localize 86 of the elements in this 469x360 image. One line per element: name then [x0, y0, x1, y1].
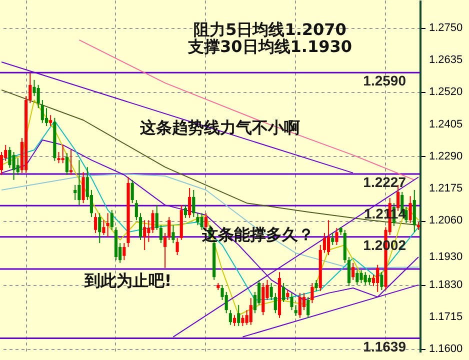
candlestick: [306, 296, 310, 318]
candlestick: [228, 310, 232, 326]
candlestick: [274, 292, 277, 314]
candlestick: [310, 282, 314, 304]
candlestick: [8, 146, 12, 168]
candlestick: [65, 152, 68, 176]
candlestick: [12, 151, 16, 180]
candlestick: [241, 314, 244, 327]
candlestick: [408, 196, 412, 224]
candlestick: [130, 179, 134, 204]
candlestick: [102, 220, 106, 236]
candlestick: [322, 232, 326, 254]
annotation: 到此为止吧!: [83, 271, 172, 290]
candlestick: [172, 224, 175, 244]
candlestick: [249, 298, 252, 326]
candlestick: [151, 210, 154, 234]
candlestick: [134, 200, 138, 221]
candlestick: [364, 272, 367, 286]
candlestick: [380, 272, 384, 290]
candlestick: [78, 160, 81, 206]
ref-line-label: 1.2227: [363, 174, 406, 190]
candlestick: [282, 282, 286, 302]
y-tick-label: 1.2175: [429, 182, 463, 195]
candlestick: [106, 212, 110, 238]
candlestick: [28, 72, 32, 104]
candlestick: [327, 220, 330, 256]
candlestick: [82, 172, 85, 204]
ref-line-label: 1.1639: [363, 338, 406, 354]
candlestick: [122, 242, 126, 261]
candlestick: [16, 158, 20, 176]
y-tick-label: 1.2060: [429, 214, 463, 227]
y-tick-label: 1.2520: [429, 86, 463, 98]
candlestick: [159, 224, 162, 244]
candlestick: [360, 270, 363, 284]
candlestick: [94, 212, 98, 234]
y-tick-label: 1.2750: [429, 22, 463, 34]
candlestick: [110, 210, 114, 230]
candlestick: [176, 238, 179, 256]
candlestick: [57, 151, 60, 164]
candlestick: [40, 100, 44, 124]
candlestick: [192, 189, 196, 218]
annotation: 阻力5日均线1.2070: [194, 20, 346, 39]
candlestick: [143, 220, 146, 251]
candlestick: [36, 84, 40, 109]
candlestick: [368, 274, 371, 286]
candlestick: [356, 270, 359, 286]
candlestick: [184, 204, 188, 218]
candlestick: [196, 212, 200, 226]
candlestick: [302, 292, 306, 311]
ref-line-label: 1.2590: [363, 72, 406, 89]
candlestick: [164, 232, 167, 268]
candlestick: [237, 304, 240, 327]
y-tick-label: 1.2290: [429, 150, 463, 162]
y-tick-label: 1.1600: [429, 343, 463, 356]
candlestick: [232, 314, 236, 327]
y-tick-label: 1.2405: [429, 118, 463, 130]
candlestick: [155, 204, 158, 230]
candlestick: [69, 150, 73, 176]
candlestick: [331, 232, 334, 246]
candlestick: [258, 279, 261, 306]
candlestick: [347, 256, 351, 287]
candlestick: [352, 262, 355, 280]
candlestick: [200, 212, 204, 230]
y-tick-label: 1.1930: [429, 251, 463, 264]
candlestick: [290, 292, 294, 311]
candlestick: [44, 108, 48, 126]
annotation: 支撑30日均线1.1930: [186, 37, 352, 56]
candlestick: [224, 291, 228, 314]
candlestick: [49, 114, 52, 126]
candlestick: [270, 282, 273, 301]
candlestick: [61, 144, 64, 164]
y-tick-label: 1.1830: [429, 278, 463, 291]
candlestick: [74, 184, 77, 201]
candlestick: [376, 264, 380, 292]
candlestick: [294, 304, 298, 316]
candlestick: [286, 289, 290, 301]
y-tick-label: 1.1715: [429, 311, 463, 324]
candlestick: [98, 212, 102, 244]
candlestick: [0, 151, 4, 176]
candlestick: [335, 227, 338, 246]
candlestick: [168, 216, 171, 240]
candlestick: [138, 212, 142, 240]
candlestick: [298, 292, 302, 318]
candlestick: [314, 279, 318, 292]
y-tick-label: 1.2635: [429, 54, 463, 66]
candlestick: [188, 188, 192, 218]
